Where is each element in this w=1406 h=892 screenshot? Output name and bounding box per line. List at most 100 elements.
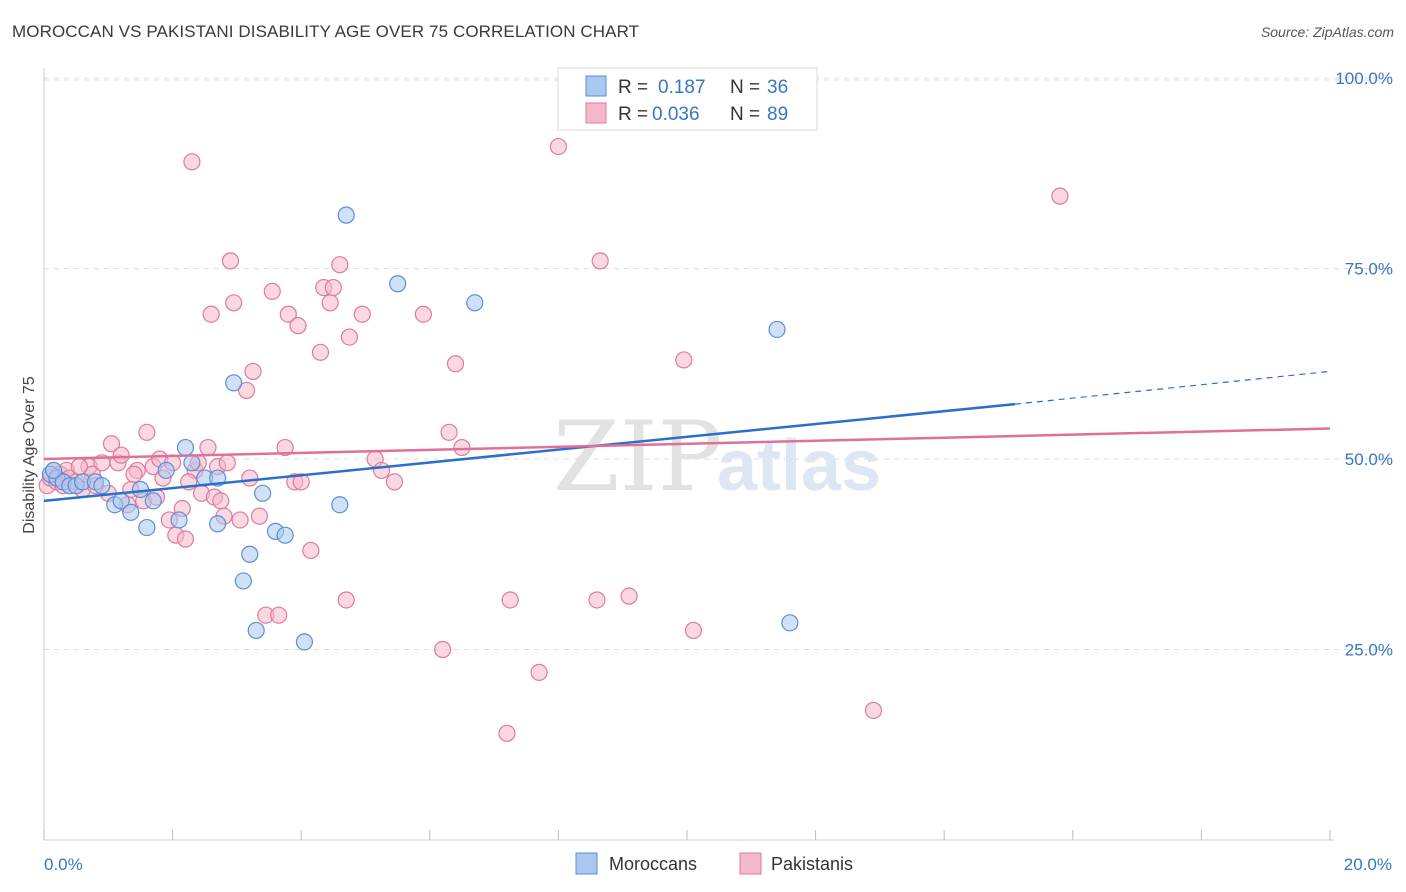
moroccans-trend-extension (1014, 370, 1331, 405)
y-tick-label: 25.0% (1345, 641, 1393, 660)
pakistanis-point (498, 724, 516, 742)
moroccans-trend-line (43, 402, 1016, 503)
pakistanis-point (337, 591, 355, 609)
pakistanis-point (501, 591, 519, 609)
pakistanis-point (591, 252, 609, 270)
pakistanis-point (302, 541, 320, 560)
series-legend-swatch-pakistanis (739, 852, 762, 875)
pakistanis-point (453, 438, 471, 457)
pakistanis-point (237, 381, 256, 400)
moroccans-point (122, 503, 140, 521)
pakistanis-point (199, 438, 217, 457)
moroccans-point (295, 633, 314, 651)
pakistanis-point (270, 606, 288, 624)
moroccans-point (276, 526, 294, 544)
legend-r-label-pakistanis: R = (618, 104, 648, 125)
pakistanis-point (864, 701, 883, 720)
moroccans-point (131, 480, 150, 499)
x-tick-marks (43, 830, 1331, 840)
pakistanis-trend-line (43, 427, 1331, 461)
moroccans-point (247, 621, 265, 640)
moroccans-point (157, 461, 175, 480)
pakistanis-point (434, 640, 452, 659)
pakistanis-point (440, 423, 458, 441)
pakistanis-point (353, 305, 371, 323)
legend-n-label-moroccans: N = (730, 77, 760, 98)
pakistanis-point (102, 435, 121, 453)
moroccans-point (144, 492, 162, 510)
legend-n-value-moroccans: 36 (767, 77, 788, 98)
pakistanis-point (675, 351, 693, 369)
pakistanis-point (331, 256, 349, 274)
pakistanis-point (684, 621, 703, 640)
pakistanis-point (289, 317, 307, 335)
pakistanis-point (324, 278, 342, 297)
pakistanis-point (212, 492, 230, 510)
pakistanis-point (221, 252, 240, 270)
pakistanis-point (218, 454, 236, 472)
moroccans-point (337, 206, 355, 224)
y-tick-label: 100.0% (1335, 69, 1393, 88)
moroccans-points (41, 206, 799, 651)
y-tick-label: 75.0% (1345, 260, 1393, 279)
pakistanis-point (250, 507, 269, 525)
pakistanis-point (414, 305, 432, 323)
pakistanis-points (38, 137, 1069, 742)
legend-r-label-moroccans: R = (618, 77, 648, 98)
x-tick-label-min: 0.0% (44, 855, 83, 874)
legend-n-label-pakistanis: N = (730, 104, 760, 125)
pakistanis-point (70, 458, 88, 476)
y-tick-labels: 25.0% 50.0% 75.0% 100.0% (1335, 69, 1393, 660)
series-legend-swatch-moroccans (575, 852, 598, 875)
pakistanis-point (588, 591, 606, 609)
pakistanis-point (112, 446, 130, 464)
pakistanis-point (620, 587, 638, 605)
pakistanis-point (244, 362, 262, 380)
moroccans-point (138, 518, 156, 537)
moroccans-point (170, 511, 188, 529)
moroccans-point (45, 461, 63, 480)
moroccans-point (466, 294, 484, 312)
pakistanis-point (231, 511, 249, 529)
moroccans-point (209, 515, 227, 533)
chart-source: Source: ZipAtlas.com (1260, 24, 1394, 40)
legend-swatch-pakistanis (585, 102, 607, 124)
moroccans-point (234, 572, 252, 590)
trend-lines (43, 370, 1331, 503)
pakistanis-point (530, 663, 548, 681)
moroccans-point (768, 320, 786, 339)
legend-r-value-pakistanis: 0.036 (652, 104, 700, 125)
moroccans-point (389, 275, 407, 293)
correlation-legend: R = 0.187 N = 36 R = 0.036 N = 89 (557, 67, 818, 131)
moroccans-point (331, 496, 349, 514)
pakistanis-point (292, 473, 310, 491)
moroccans-point (93, 477, 111, 495)
series-legend-label-moroccans: Moroccans (609, 854, 697, 874)
pakistanis-point (241, 469, 259, 487)
pakistanis-point (138, 423, 156, 441)
pakistanis-point (1051, 187, 1069, 205)
pakistanis-point (446, 355, 465, 373)
pakistanis-point (276, 438, 294, 457)
pakistanis-point (202, 305, 220, 323)
y-axis-label: Disability Age Over 75 (21, 376, 38, 534)
watermark-zip: ZIP (553, 401, 722, 513)
pakistanis-point (549, 137, 568, 156)
watermark-atlas: atlas (717, 426, 881, 506)
series-legend-label-pakistanis: Pakistanis (771, 854, 853, 874)
chart-title: MOROCCAN VS PAKISTANI DISABILITY AGE OVE… (12, 22, 640, 41)
pakistanis-point (321, 294, 339, 312)
legend-n-value-pakistanis: 89 (767, 104, 788, 125)
y-tick-label: 50.0% (1345, 450, 1393, 469)
pakistanis-point (372, 461, 391, 480)
grid-layer (44, 77, 1392, 650)
pakistanis-point (263, 282, 281, 300)
moroccans-point (781, 614, 799, 632)
legend-r-value-moroccans: 0.187 (658, 77, 706, 98)
legend-swatch-moroccans (585, 75, 607, 97)
x-tick-label-max: 20.0% (1344, 855, 1392, 874)
moroccans-point (176, 438, 195, 457)
pakistanis-point (279, 305, 297, 323)
moroccans-point (225, 374, 243, 392)
